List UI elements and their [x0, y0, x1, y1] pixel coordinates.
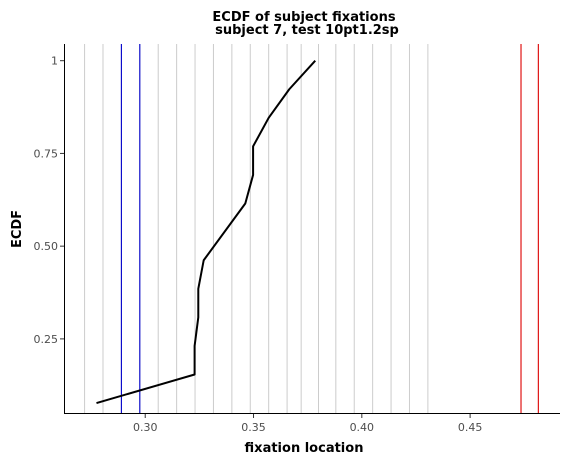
y-tick-label-2: 0.75 [34, 147, 59, 160]
x-tick-label-0: 0.30 [133, 421, 158, 434]
chart-title: ECDF of subject fixations [212, 10, 395, 25]
blue-reference-lines [120, 44, 141, 414]
chart-subtitle: subject 7, test 10pt1.2sp [215, 23, 399, 38]
y-axis-title: ECDF [10, 210, 25, 248]
x-tick-label-1: 0.35 [241, 421, 266, 434]
x-axis-ticks: 0.30 0.35 0.40 0.45 [133, 414, 482, 434]
y-axis-ticks: 0.25 0.50 0.75 1 [34, 55, 64, 346]
x-tick-label-2: 0.40 [350, 421, 375, 434]
gray-reference-lines [84, 44, 429, 414]
ecdf-series [96, 60, 316, 405]
y-tick-label-1: 0.50 [34, 240, 59, 253]
x-tick-label-3: 0.45 [458, 421, 483, 434]
y-tick-label-0: 0.25 [34, 333, 59, 346]
x-axis-title: fixation location [245, 441, 364, 456]
y-tick-label-3: 1 [51, 55, 58, 68]
ecdf-line-0 [96, 60, 316, 405]
red-reference-lines [520, 44, 539, 414]
